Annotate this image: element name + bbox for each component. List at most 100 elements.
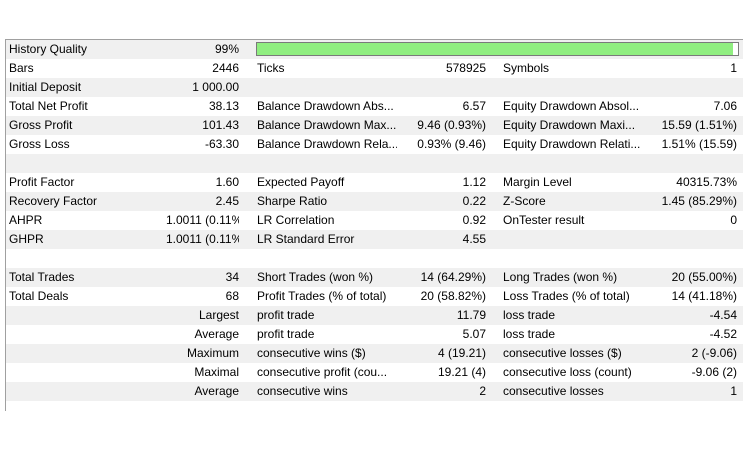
metric-label [257, 249, 397, 268]
metric-label: loss trade [503, 327, 556, 341]
metric-value: 1.12 [462, 175, 486, 189]
metric-label: Total Deals [9, 289, 69, 303]
row-group-label: Average [194, 384, 239, 398]
metric-value: 578925 [445, 61, 486, 75]
metric-label: Long Trades (won %) [503, 270, 618, 284]
metric-value [636, 78, 737, 97]
metric-label: Recovery Factor [9, 194, 98, 208]
metric-value: 19.21 (4) [437, 365, 486, 379]
metric-label: LR Standard Error [257, 232, 355, 246]
report-row: GHPR 1.0011 (0.11%) LR Standard Error 4.55 [6, 230, 743, 249]
metric-label [9, 154, 169, 173]
metric-label: consecutive profit (cou... [257, 365, 388, 379]
metric-value: 11.79 [456, 308, 486, 322]
metric-value: 1 [730, 384, 737, 398]
metric-label [503, 78, 643, 97]
metric-value: -4.52 [709, 327, 737, 341]
row-group-label: Maximum [186, 346, 239, 360]
metric-label: AHPR [9, 213, 43, 227]
metric-value: 4 (19.21) [437, 346, 486, 360]
report-row: Average consecutive wins 2 consecutive loss… [6, 382, 743, 401]
metric-label: consecutive losses [503, 384, 604, 398]
metric-label: Total Net Profit [9, 99, 88, 113]
metric-value: 1.60 [215, 175, 239, 189]
metric-label [257, 154, 397, 173]
metric-label: Profit Trades (% of total) [257, 289, 387, 303]
metric-label: Bars [9, 61, 34, 75]
metric-value: 15.59 (1.51%) [661, 118, 737, 132]
metric-label: Equity Drawdown Relati... [503, 137, 641, 151]
metric-label: Balance Drawdown Rela... [257, 137, 397, 151]
metric-value: 1.0011 (0.11%) [166, 213, 239, 227]
metric-label: Equity Drawdown Maxi... [503, 118, 636, 132]
report-row [6, 154, 743, 173]
metric-value: 6.57 [462, 99, 486, 113]
metric-value: 0.93% (9.46) [417, 137, 486, 151]
metric-value: 1 000.00 [192, 80, 239, 94]
report-row: Gross Profit 101.43 Balance Drawdown Max..… [6, 116, 743, 135]
metric-label [503, 230, 643, 249]
metric-value: 14 (64.29%) [420, 270, 486, 284]
metric-value: 2.45 [215, 194, 239, 208]
report-row: Average profit trade 5.07 loss trade -4.52 [6, 325, 743, 344]
report-row: Maximum consecutive wins ($) 4 (19.21) cons… [6, 344, 743, 363]
metric-value: 0.92 [462, 213, 486, 227]
row-group-label: Largest [198, 308, 239, 322]
metric-label: profit trade [257, 327, 315, 341]
metric-value: 0 [730, 213, 737, 227]
metric-label: Short Trades (won %) [257, 270, 374, 284]
metric-value: 20 (55.00%) [671, 270, 737, 284]
metric-label: GHPR [9, 232, 44, 246]
metric-value: 0.22 [462, 194, 486, 208]
metric-label: Ticks [257, 61, 285, 75]
metric-label [9, 249, 169, 268]
metric-label: Gross Profit [9, 118, 73, 132]
metric-label [503, 154, 643, 173]
metric-label: consecutive losses ($) [503, 346, 622, 360]
metric-value: 9.46 (0.93%) [417, 118, 486, 132]
report-row: AHPR 1.0011 (0.11%) LR Correlation 0.92 OnTe… [6, 211, 743, 230]
metric-label: consecutive wins [257, 384, 348, 398]
metric-label: profit trade [257, 308, 315, 322]
metric-value: -9.06 (2) [691, 365, 737, 379]
report-row: Initial Deposit 1 000.00 [6, 78, 743, 97]
report-row: Recovery Factor 2.45 Sharpe Ratio 0.22 Z-Sco… [6, 192, 743, 211]
metric-label: Gross Loss [9, 137, 70, 151]
metric-value: 14 (41.18%) [671, 289, 737, 303]
metric-value [636, 154, 737, 173]
metric-label: Loss Trades (% of total) [503, 289, 630, 303]
report-row: Profit Factor 1.60 Expected Payoff 1.12 Marg… [6, 173, 743, 192]
metric-value [166, 154, 239, 173]
metric-label: Z-Score [503, 194, 546, 208]
report-row: Total Trades 34 Short Trades (won %) 14 (64… [6, 268, 743, 287]
metric-value: 5.07 [462, 327, 486, 341]
metric-label [257, 78, 397, 97]
metric-value [401, 249, 486, 268]
report-row: Largest profit trade 11.79 loss trade -4.54 [6, 306, 743, 325]
metric-label: loss trade [503, 308, 556, 322]
strategy-tester-report: History Quality 99% Bars 2446 Ticks 578925 S… [5, 39, 743, 411]
metric-label: LR Correlation [257, 213, 335, 227]
metric-value: 68 [225, 289, 239, 303]
metric-label: Profit Factor [9, 175, 75, 189]
metric-value: 2446 [212, 61, 239, 75]
metric-value: 101.43 [202, 118, 239, 132]
report-row: Maximal consecutive profit (cou... 19.21 (… [6, 363, 743, 382]
metric-value: 1.45 (85.29%) [661, 194, 737, 208]
metric-label: Initial Deposit [9, 80, 82, 94]
metric-label: Balance Drawdown Abs... [257, 99, 394, 113]
metric-value: -4.54 [709, 308, 737, 322]
metric-value [166, 249, 239, 268]
report-row [6, 249, 743, 268]
metric-value: 38.13 [208, 99, 239, 113]
metric-value: 2 [479, 384, 486, 398]
metric-value [401, 78, 486, 97]
metric-value [401, 154, 486, 173]
metric-value: 2 (-9.06) [691, 346, 737, 360]
metric-label: consecutive loss (count) [503, 365, 632, 379]
history-quality-row: History Quality 99% [6, 40, 743, 59]
metric-value: 7.06 [713, 99, 737, 113]
history-quality-label: History Quality [9, 42, 88, 56]
metric-value: 40315.73% [676, 175, 737, 189]
metric-value: 34 [225, 270, 239, 284]
